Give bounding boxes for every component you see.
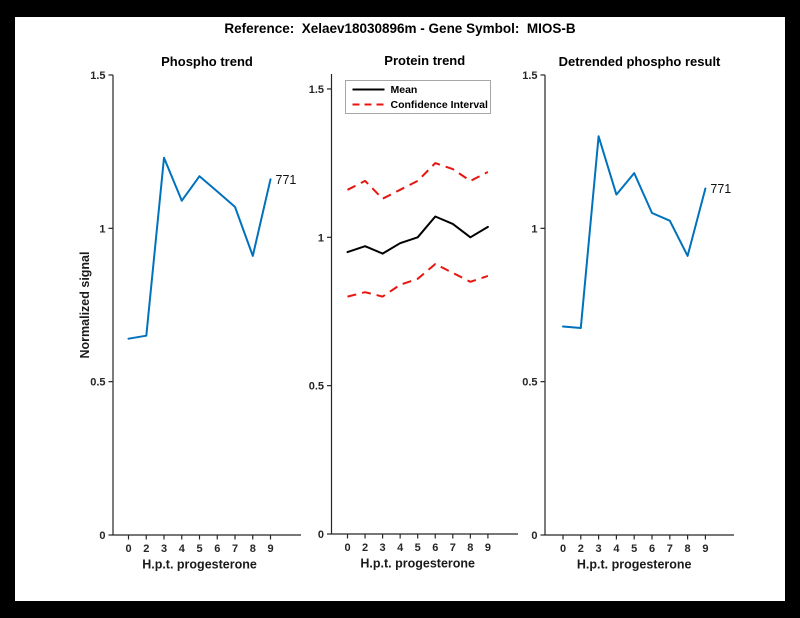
x-tick-label: 2: [362, 542, 368, 554]
x-tick-label: 5: [196, 543, 202, 555]
figure-background: [15, 17, 785, 601]
x-tick-label: 0: [560, 543, 566, 555]
x-tick-label: 0: [125, 543, 131, 555]
y-tick-label: 1: [99, 223, 105, 235]
x-tick-label: 8: [467, 542, 473, 554]
confidence-interval-lower-line: [347, 263, 489, 298]
x-tick-label: 6: [214, 543, 220, 555]
legend-label-mean: Mean: [391, 84, 418, 96]
series-end-label: 771: [276, 173, 297, 187]
x-tick-label: 8: [685, 543, 691, 555]
confidence-interval-upper-line: [347, 162, 489, 200]
x-axis-label: H.p.t. progesterone: [142, 558, 257, 572]
x-axis-label: H.p.t. progesterone: [577, 558, 692, 572]
detrended-phospho-signal-line: [562, 135, 707, 329]
y-tick-label: 1.5: [309, 84, 324, 96]
x-tick-label: 6: [432, 542, 438, 554]
legend: Mean Confidence Interval: [345, 80, 491, 114]
x-tick-label: 7: [232, 543, 238, 555]
x-tick-label: 9: [485, 542, 491, 554]
x-tick-label: 7: [450, 542, 456, 554]
y-tick-label: 0.5: [522, 377, 537, 389]
x-tick-label: 4: [613, 543, 620, 555]
x-tick-label: 4: [397, 542, 404, 554]
legend-label-confidence-interval: Confidence Interval: [391, 99, 489, 111]
x-tick-label: 5: [415, 542, 421, 554]
y-tick-label: 1: [531, 223, 537, 235]
x-tick-label: 9: [267, 543, 273, 555]
axis-spines: [544, 75, 734, 536]
subplot-title: Protein trend: [384, 53, 465, 68]
y-tick-label: 0: [318, 529, 324, 541]
x-tick-label: 4: [179, 543, 186, 555]
y-tick-label: 1: [318, 232, 324, 244]
x-tick-label: 8: [250, 543, 256, 555]
series-end-label: 771: [710, 182, 731, 196]
x-axis-label: H.p.t. progesterone: [360, 557, 475, 571]
x-tick-label: 0: [344, 542, 350, 554]
x-tick-label: 2: [578, 543, 584, 555]
subplot-title: Detrended phospho result: [559, 54, 721, 69]
x-tick-label: 3: [380, 542, 386, 554]
x-tick-label: 9: [702, 543, 708, 555]
subplot-title: Phospho trend: [161, 54, 253, 69]
y-tick-label: 0.5: [309, 381, 324, 393]
legend-box: [345, 80, 491, 114]
y-axis-label: Normalized signal: [78, 252, 92, 359]
y-tick-label: 0: [531, 530, 537, 542]
y-tick-label: 1.5: [522, 70, 537, 82]
x-tick-label: 7: [667, 543, 673, 555]
y-tick-label: 0.5: [90, 377, 105, 389]
x-tick-label: 5: [631, 543, 637, 555]
phospho-signal-line: [127, 156, 272, 340]
x-tick-label: 2: [143, 543, 149, 555]
axis-spines: [112, 75, 301, 536]
y-tick-label: 0: [99, 530, 105, 542]
figure-title: Reference: Xelaev18030896m - Gene Symbol…: [224, 21, 576, 36]
x-tick-label: 3: [161, 543, 167, 555]
axis-spines: [330, 74, 518, 535]
x-tick-label: 6: [649, 543, 655, 555]
x-tick-label: 3: [596, 543, 602, 555]
mean-line: [346, 215, 489, 255]
y-tick-label: 1.5: [90, 70, 105, 82]
